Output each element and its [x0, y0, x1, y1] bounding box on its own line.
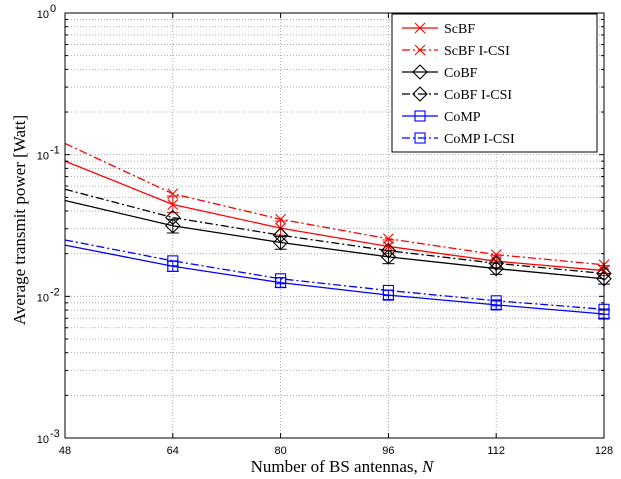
y-tick-exponent: -3 [50, 428, 60, 440]
marker-diamond [488, 255, 504, 272]
marker-diamond [412, 86, 428, 102]
marker-x [275, 213, 286, 225]
marker-square [414, 110, 426, 122]
y-tick-exponent: 0 [50, 3, 56, 15]
series-line [64, 199, 605, 280]
axis-ticks [64, 12, 605, 439]
series-line [64, 160, 605, 272]
marker-square [167, 255, 179, 267]
marker-diamond [165, 209, 181, 226]
x-axis-label-variable: N [421, 457, 435, 476]
x-tick-label: 80 [274, 445, 286, 457]
marker-square [275, 273, 287, 285]
y-tick-label: 10 [37, 9, 49, 21]
legend-label: CoBF [444, 66, 478, 81]
legend-label: CoBF I-CSI [444, 88, 512, 103]
marker-diamond [380, 249, 397, 265]
legend-box [391, 13, 598, 153]
marker-x [167, 188, 179, 200]
legend-label: ScBF I-CSI [444, 44, 510, 59]
marker-x [167, 199, 179, 210]
series-line [64, 239, 605, 310]
series-lines [64, 142, 605, 315]
x-tick-label: 48 [59, 445, 71, 457]
marker-x [414, 22, 426, 34]
series-line [64, 244, 605, 315]
x-tick-label: 64 [167, 445, 179, 457]
y-tick-label: 10 [37, 151, 49, 163]
y-tick-label: 10 [37, 292, 49, 304]
marker-diamond [272, 227, 289, 244]
marker-x [414, 44, 426, 56]
y-tick-exponent: -2 [50, 286, 60, 298]
x-axis-label: Number of BS antennas, N [251, 457, 435, 476]
marker-diamond [380, 242, 397, 259]
marker-square [490, 295, 502, 307]
y-tick-base: 10 [37, 292, 49, 304]
y-tick-base: 10 [37, 434, 49, 446]
marker-x [490, 249, 502, 261]
series-line [64, 188, 605, 275]
marker-square [414, 132, 426, 144]
grid [65, 13, 604, 438]
plot-frame [64, 12, 605, 439]
x-tick-label: 112 [487, 445, 505, 457]
legend-label: ScBF [444, 22, 475, 37]
y-axis-label: Average transmit power [Watt] [10, 115, 29, 325]
marker-diamond [272, 234, 289, 251]
legend-label: CoMP I-CSI [444, 132, 515, 147]
x-tick-labels: 48 64 80 96 112 128 [59, 445, 613, 457]
y-tick-base: 10 [37, 151, 49, 163]
series-line [64, 142, 605, 266]
marker-x [383, 241, 394, 252]
legend-label: CoMP [444, 110, 481, 125]
marker-diamond [165, 217, 181, 234]
legend: ScBF ScBF I-CSI CoBF CoBF I-CSI CoMP CoMP I-C… [391, 13, 598, 153]
x-axis-label-text: Number of BS antennas, [251, 457, 422, 476]
x-tick-label: 96 [382, 445, 394, 457]
marker-diamond [412, 64, 428, 80]
y-tick-exponent: -1 [50, 145, 60, 157]
y-tick-base: 10 [37, 9, 49, 21]
x-tick-label: 128 [595, 445, 613, 457]
y-tick-label: 10 [37, 434, 49, 446]
marker-square [382, 284, 394, 297]
marker-x [383, 233, 394, 245]
